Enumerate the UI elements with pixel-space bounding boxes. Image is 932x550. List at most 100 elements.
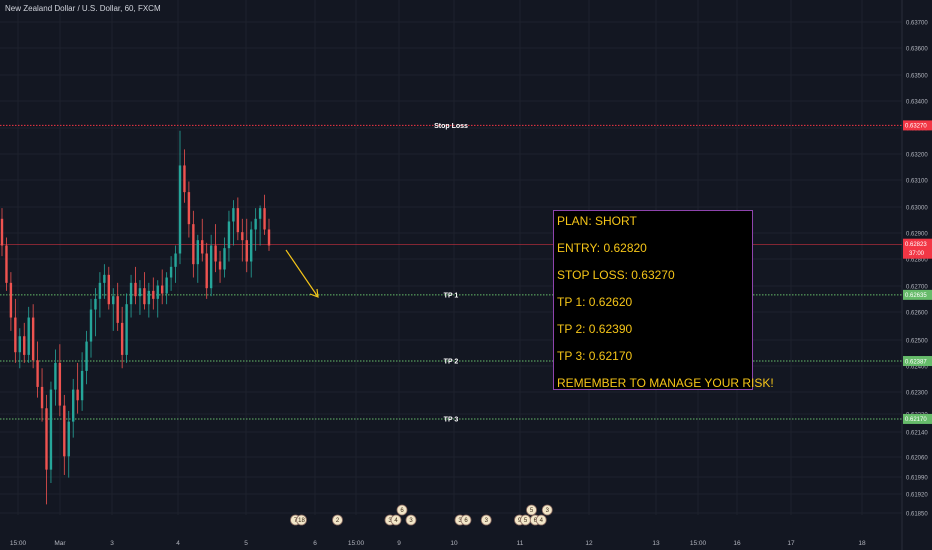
candle[interactable] bbox=[40, 368, 44, 422]
candle[interactable] bbox=[250, 221, 253, 278]
event-marker-count: 18 bbox=[298, 518, 305, 524]
candle[interactable] bbox=[36, 341, 39, 398]
event-marker[interactable]: 6 bbox=[396, 504, 408, 516]
candle[interactable] bbox=[218, 250, 222, 283]
candle[interactable] bbox=[27, 306, 30, 363]
candle[interactable] bbox=[67, 410, 70, 478]
candle[interactable] bbox=[89, 298, 93, 358]
candle[interactable] bbox=[156, 280, 159, 318]
y-tick-label: 0.63600 bbox=[906, 47, 928, 53]
candle-body bbox=[187, 192, 191, 225]
candle[interactable] bbox=[134, 266, 137, 305]
candle[interactable] bbox=[120, 306, 124, 369]
x-tick-label: 10 bbox=[450, 540, 458, 547]
candle[interactable] bbox=[161, 269, 164, 305]
candle[interactable] bbox=[192, 210, 195, 278]
candle[interactable] bbox=[201, 218, 204, 262]
event-marker[interactable]: 6 bbox=[460, 514, 472, 526]
x-tick-label: 4 bbox=[176, 540, 180, 547]
candle[interactable] bbox=[245, 218, 248, 273]
candle[interactable] bbox=[143, 272, 146, 310]
candle[interactable] bbox=[183, 149, 186, 203]
x-tick-label: 15:00 bbox=[348, 540, 365, 547]
candle[interactable] bbox=[187, 181, 191, 238]
candle[interactable] bbox=[258, 205, 262, 246]
event-marker[interactable]: 3 bbox=[480, 514, 492, 526]
event-marker[interactable]: 4 bbox=[535, 514, 547, 526]
candle[interactable] bbox=[169, 256, 173, 291]
candle-body bbox=[227, 221, 231, 249]
candle[interactable] bbox=[129, 274, 133, 318]
candle[interactable] bbox=[223, 237, 226, 278]
candle-body bbox=[23, 336, 26, 355]
candle[interactable] bbox=[5, 237, 8, 291]
candle[interactable] bbox=[45, 394, 48, 505]
candle-body bbox=[80, 370, 84, 401]
y-tick-label: 0.62140 bbox=[906, 431, 928, 437]
candle[interactable] bbox=[196, 234, 199, 283]
candle-body bbox=[152, 290, 155, 299]
candle[interactable] bbox=[125, 293, 128, 363]
candle-body bbox=[267, 229, 271, 246]
candle-body bbox=[245, 240, 248, 262]
candle-body bbox=[258, 208, 262, 219]
event-marker-count: 3 bbox=[388, 518, 392, 524]
candle[interactable] bbox=[138, 280, 142, 315]
candle[interactable] bbox=[205, 242, 208, 299]
candle-body bbox=[63, 405, 66, 457]
candle[interactable] bbox=[116, 282, 119, 331]
candle[interactable] bbox=[31, 304, 35, 369]
event-marker[interactable]: 5 bbox=[526, 504, 537, 516]
y-tick-label: 0.61920 bbox=[906, 493, 928, 499]
candle[interactable] bbox=[76, 362, 79, 414]
candle-body bbox=[76, 389, 79, 401]
candle[interactable] bbox=[152, 277, 155, 310]
event-marker[interactable]: 2 bbox=[332, 514, 343, 526]
candle-body bbox=[254, 218, 257, 230]
candle[interactable] bbox=[174, 245, 177, 283]
candle[interactable] bbox=[241, 218, 244, 262]
x-tick-label: 13 bbox=[652, 540, 660, 547]
candle[interactable] bbox=[58, 344, 62, 417]
candle[interactable] bbox=[72, 378, 75, 438]
event-marker-count: 3 bbox=[409, 518, 413, 524]
candle[interactable] bbox=[80, 352, 84, 411]
candle[interactable] bbox=[254, 208, 257, 251]
candle[interactable] bbox=[107, 266, 110, 310]
candle[interactable] bbox=[14, 298, 17, 363]
last-price-countdown: 37:00 bbox=[909, 251, 925, 257]
event-marker[interactable]: 5 bbox=[520, 514, 531, 526]
event-marker[interactable]: 18 bbox=[296, 514, 307, 526]
candle[interactable] bbox=[23, 322, 26, 363]
event-marker[interactable]: 3 bbox=[405, 514, 417, 526]
event-marker-badge bbox=[405, 514, 417, 526]
candle[interactable] bbox=[63, 394, 66, 475]
candle[interactable] bbox=[49, 381, 53, 483]
candle[interactable] bbox=[54, 349, 57, 406]
candle[interactable] bbox=[209, 234, 213, 297]
event-marker-badge bbox=[541, 504, 553, 516]
candle[interactable] bbox=[178, 130, 182, 265]
candle[interactable] bbox=[227, 210, 231, 262]
trade-plan-box[interactable]: PLAN: SHORT ENTRY: 0.62820 STOP LOSS: 0.… bbox=[553, 210, 774, 390]
event-marker[interactable]: 3 bbox=[541, 504, 553, 516]
candle[interactable] bbox=[112, 288, 115, 331]
candle[interactable] bbox=[98, 272, 102, 318]
event-marker[interactable]: 4 bbox=[390, 514, 402, 526]
candle[interactable] bbox=[236, 197, 240, 241]
candle[interactable] bbox=[267, 218, 271, 251]
candle[interactable] bbox=[232, 200, 235, 246]
candle-body bbox=[223, 248, 226, 270]
candle[interactable] bbox=[214, 224, 217, 273]
candle[interactable] bbox=[103, 264, 106, 299]
event-marker-count: 4 bbox=[540, 518, 544, 524]
candle[interactable] bbox=[18, 328, 21, 369]
candle[interactable] bbox=[85, 330, 88, 385]
candle[interactable] bbox=[0, 208, 4, 257]
candle[interactable] bbox=[9, 272, 13, 331]
candle[interactable] bbox=[165, 272, 168, 305]
candle[interactable] bbox=[94, 288, 97, 337]
candle[interactable] bbox=[263, 194, 266, 235]
candle[interactable] bbox=[147, 282, 151, 318]
